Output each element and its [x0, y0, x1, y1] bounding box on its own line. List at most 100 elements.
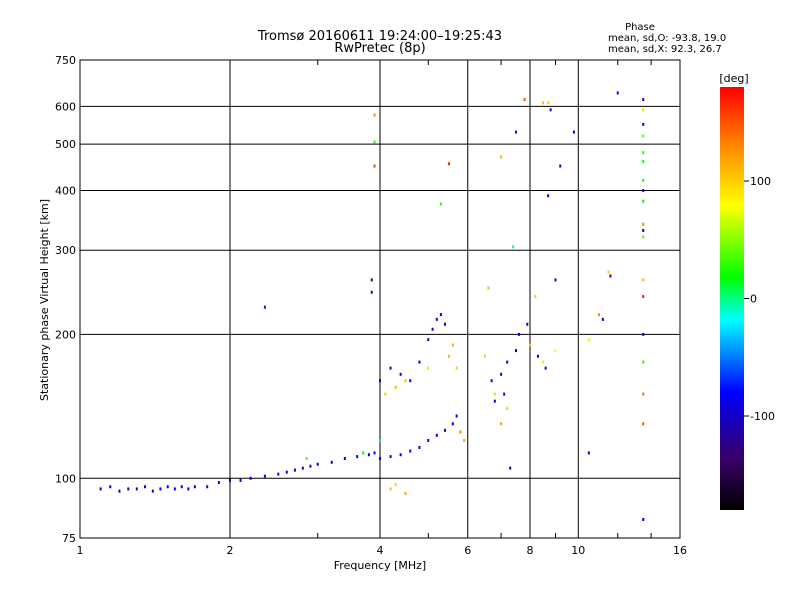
data-point — [301, 466, 304, 470]
data-point — [587, 338, 590, 342]
data-point — [435, 433, 438, 437]
data-point — [587, 451, 590, 455]
data-point — [409, 379, 412, 383]
data-point — [229, 478, 231, 482]
data-point — [418, 360, 421, 364]
data-point — [285, 470, 288, 474]
data-point — [180, 485, 183, 489]
x-tick-label: 2 — [227, 544, 234, 557]
data-point — [187, 487, 190, 491]
data-point — [404, 491, 407, 495]
data-point — [572, 130, 575, 134]
data-point — [642, 122, 645, 126]
y-tick-label: 500 — [55, 138, 76, 151]
data-point — [173, 487, 176, 491]
data-point — [500, 155, 503, 159]
data-point — [409, 449, 412, 453]
x-tick-label: 8 — [527, 544, 534, 557]
data-point — [642, 151, 645, 155]
y-tick-label: 100 — [55, 472, 76, 485]
data-point — [509, 466, 512, 470]
data-point — [316, 462, 319, 466]
data-point — [642, 98, 645, 102]
data-point — [597, 313, 600, 317]
data-point — [293, 468, 296, 472]
colorbar-tick-label: 100 — [750, 175, 771, 188]
data-point — [389, 487, 392, 491]
data-point — [362, 451, 365, 455]
data-point — [484, 354, 487, 358]
data-point — [455, 366, 458, 370]
data-point — [109, 485, 112, 489]
data-point — [642, 228, 645, 232]
data-point — [517, 332, 520, 336]
data-point — [447, 162, 450, 166]
data-point — [394, 385, 397, 389]
data-point — [642, 278, 645, 282]
data-point — [503, 392, 506, 396]
data-point — [399, 453, 402, 457]
data-point — [616, 91, 619, 95]
data-point — [127, 487, 130, 491]
data-point — [263, 474, 266, 478]
data-point — [166, 485, 169, 489]
grid — [80, 60, 680, 538]
data-point — [642, 360, 645, 364]
y-tick-label: 200 — [55, 328, 76, 341]
data-point — [642, 159, 645, 163]
data-point — [542, 360, 545, 364]
data-point — [217, 480, 220, 484]
data-point — [151, 489, 154, 493]
data-point — [500, 372, 503, 376]
data-point — [373, 451, 376, 455]
data-points — [99, 91, 645, 521]
colorbar-tick-label: -100 — [750, 410, 775, 423]
stats-line-o: mean, sd,O: -93.8, 19.0 — [608, 33, 726, 44]
data-point — [500, 422, 503, 426]
y-axis-label: Stationary phase Virtual Height [km] — [38, 199, 51, 401]
data-point — [373, 140, 376, 144]
data-point — [370, 278, 373, 282]
colorbar-label: [deg] — [719, 72, 748, 85]
data-point — [370, 290, 373, 294]
data-point — [529, 343, 531, 347]
data-point — [642, 222, 645, 226]
data-point — [547, 101, 550, 105]
data-point — [399, 372, 402, 376]
data-point — [389, 366, 392, 370]
data-point — [427, 366, 430, 370]
data-point — [305, 456, 308, 460]
data-point — [506, 406, 509, 410]
data-point — [379, 379, 381, 383]
colorbar-ticks: 100 0 -100 — [744, 175, 775, 423]
data-point — [135, 487, 138, 491]
data-point — [642, 178, 645, 182]
data-point — [512, 245, 515, 249]
data-point — [143, 485, 146, 489]
data-point — [463, 438, 466, 442]
y-tick-label: 600 — [55, 100, 76, 113]
data-point — [642, 188, 645, 192]
data-point — [607, 270, 610, 274]
x-tick-label: 4 — [377, 544, 384, 557]
data-point — [239, 478, 242, 482]
data-point — [373, 113, 376, 117]
data-point — [642, 517, 645, 521]
data-point — [554, 349, 557, 353]
data-point — [451, 343, 454, 347]
data-point — [249, 476, 252, 480]
data-point — [536, 354, 539, 358]
colorbar-tick-label: 0 — [750, 293, 757, 306]
y-tick-label: 75 — [62, 532, 76, 545]
data-point — [159, 487, 162, 491]
data-point — [427, 438, 430, 442]
data-point — [642, 422, 645, 426]
data-point — [431, 327, 434, 331]
y-tick-label: 750 — [55, 54, 76, 67]
colorbar — [720, 87, 744, 510]
data-point — [642, 108, 645, 112]
data-point — [534, 295, 537, 299]
data-point — [493, 392, 496, 396]
y-tick-label: 300 — [55, 244, 76, 257]
